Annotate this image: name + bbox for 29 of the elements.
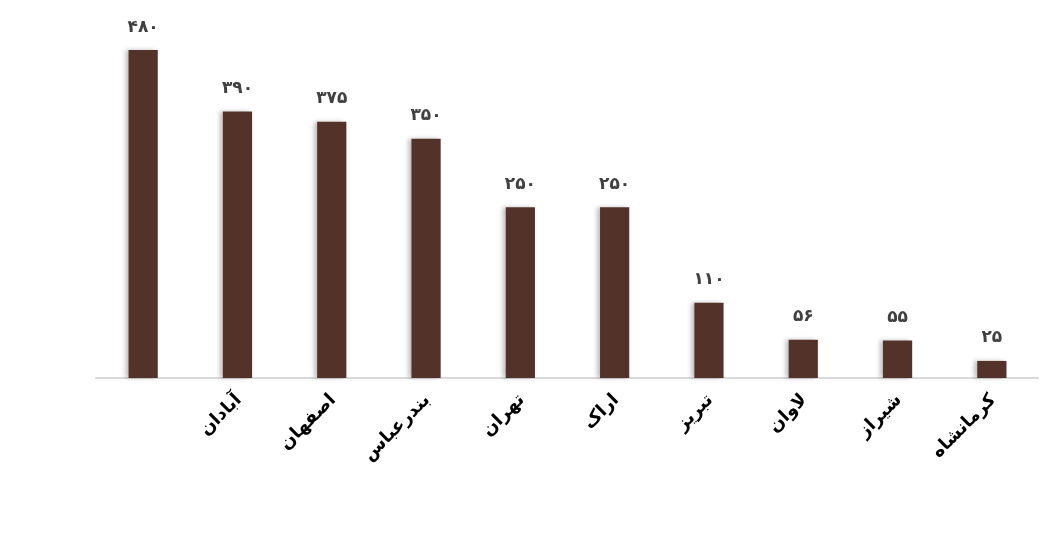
bar xyxy=(317,121,347,378)
data-label: ۲۵۰ xyxy=(504,172,536,193)
bar xyxy=(882,340,913,378)
data-label: ۳۵۰ xyxy=(410,104,442,125)
x-tick-label: شیراز xyxy=(852,388,906,443)
data-label: ۵۶ xyxy=(792,305,814,326)
x-tick-label: لاوان xyxy=(763,388,812,437)
data-label: ۴۸۰ xyxy=(127,15,159,36)
data-label: ۱۱۰ xyxy=(693,268,725,289)
x-tick-label: اراک xyxy=(578,388,623,433)
data-label: ۲۵۰ xyxy=(599,172,631,193)
data-label: ۳۹۰ xyxy=(221,77,254,97)
bar xyxy=(222,111,253,378)
x-tick-label: آبادان xyxy=(193,387,246,440)
x-tick-label: تبریز xyxy=(670,388,718,436)
bar xyxy=(505,207,535,378)
data-label: ۳۷۵ xyxy=(316,87,348,108)
bar xyxy=(128,50,158,378)
bar xyxy=(977,360,1007,378)
bar xyxy=(694,302,724,378)
x-tick-label: تهران xyxy=(476,388,529,441)
x-tick-label: بندرعباس xyxy=(357,388,434,465)
data-label: ۵۵ xyxy=(887,305,908,326)
data-label: ۲۵ xyxy=(981,326,1003,347)
x-tick-label: کرمانشاه xyxy=(926,388,1001,463)
bar xyxy=(411,138,441,378)
bar xyxy=(600,207,630,378)
x-tick-label: اصفهان xyxy=(274,388,340,454)
bar xyxy=(788,339,818,378)
